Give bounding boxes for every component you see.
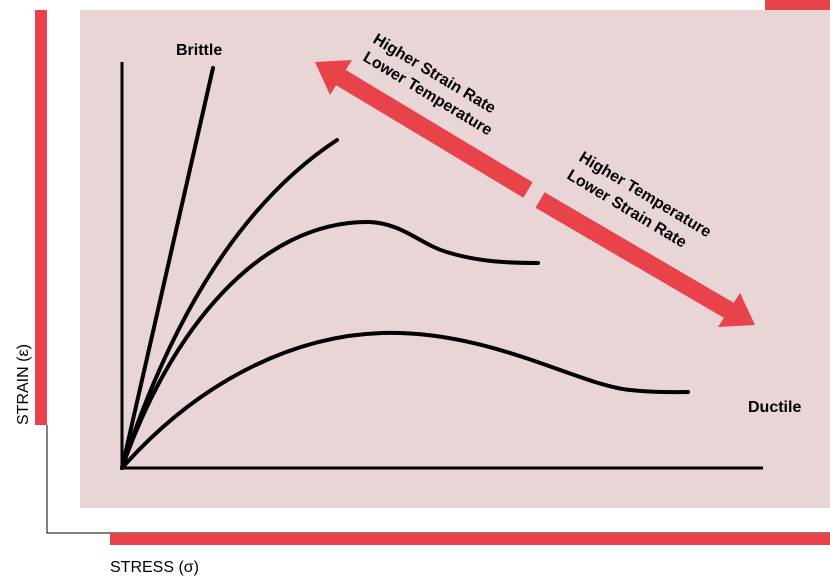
curve (120, 138, 339, 470)
curve (120, 330, 690, 470)
accent (110, 533, 830, 545)
curve (120, 66, 215, 470)
label: Brittle (176, 42, 222, 59)
accent (765, 0, 830, 10)
arrow (315, 60, 755, 327)
accent (35, 10, 47, 425)
curve (120, 219, 540, 470)
x-label: STRESS (σ) (110, 559, 199, 576)
y-label: STRAIN (ε) (15, 344, 32, 425)
panel (80, 10, 830, 508)
label: Ductile (748, 399, 801, 416)
